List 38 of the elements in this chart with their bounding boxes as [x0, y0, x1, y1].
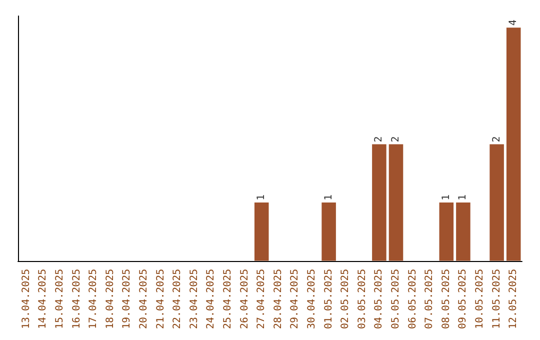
x-tick-label: 09.05.2025	[458, 268, 469, 330]
x-tick-label: 02.05.2025	[340, 268, 352, 330]
x-tick-label: 27.04.2025	[256, 268, 268, 330]
x-tick-label: 01.05.2025	[323, 268, 334, 330]
data-label: 2	[390, 136, 402, 142]
data-label: 1	[256, 194, 268, 201]
x-tick-label: 30.04.2025	[306, 268, 318, 330]
x-tick-label: 10.05.2025	[474, 268, 486, 330]
x-tick-label: 05.05.2025	[390, 268, 402, 330]
x-tick-label: 17.04.2025	[88, 268, 100, 330]
x-tick-label: 29.04.2025	[290, 268, 301, 330]
data-label: 1	[440, 194, 452, 201]
x-tick-label: 24.04.2025	[206, 268, 217, 330]
x-tick-label: 28.04.2025	[272, 268, 284, 330]
x-tick-label: 14.04.2025	[38, 268, 49, 330]
x-tick-label: 20.04.2025	[138, 268, 150, 330]
x-tick-label: 08.05.2025	[440, 268, 452, 330]
x-tick-label: 15.04.2025	[54, 268, 66, 330]
x-tick-label: 19.04.2025	[122, 268, 133, 330]
x-tick-label: 26.04.2025	[239, 268, 250, 330]
data-label: 1	[458, 194, 469, 201]
x-tick-label: 21.04.2025	[155, 268, 166, 330]
x-tick-label: 13.04.2025	[20, 268, 32, 330]
x-tick-label: 25.04.2025	[222, 268, 234, 330]
x-tick-label: 16.04.2025	[71, 268, 82, 330]
x-tick-label: 04.05.2025	[374, 268, 385, 330]
data-label: 2	[374, 136, 385, 142]
data-label: 2	[491, 136, 502, 142]
x-tick-label: 22.04.2025	[172, 268, 184, 330]
x-tick-label: 07.05.2025	[424, 268, 436, 330]
x-tick-label: 03.05.2025	[356, 268, 368, 330]
x-tick-label: 18.04.2025	[104, 268, 116, 330]
x-tick-label: 23.04.2025	[188, 268, 200, 330]
x-tick-label: 11.05.2025	[491, 268, 502, 330]
data-label: 1	[323, 194, 334, 201]
x-tick-label: 06.05.2025	[407, 268, 418, 330]
data-label: 4	[508, 20, 520, 26]
x-tick-label: 12.05.2025	[508, 268, 520, 330]
